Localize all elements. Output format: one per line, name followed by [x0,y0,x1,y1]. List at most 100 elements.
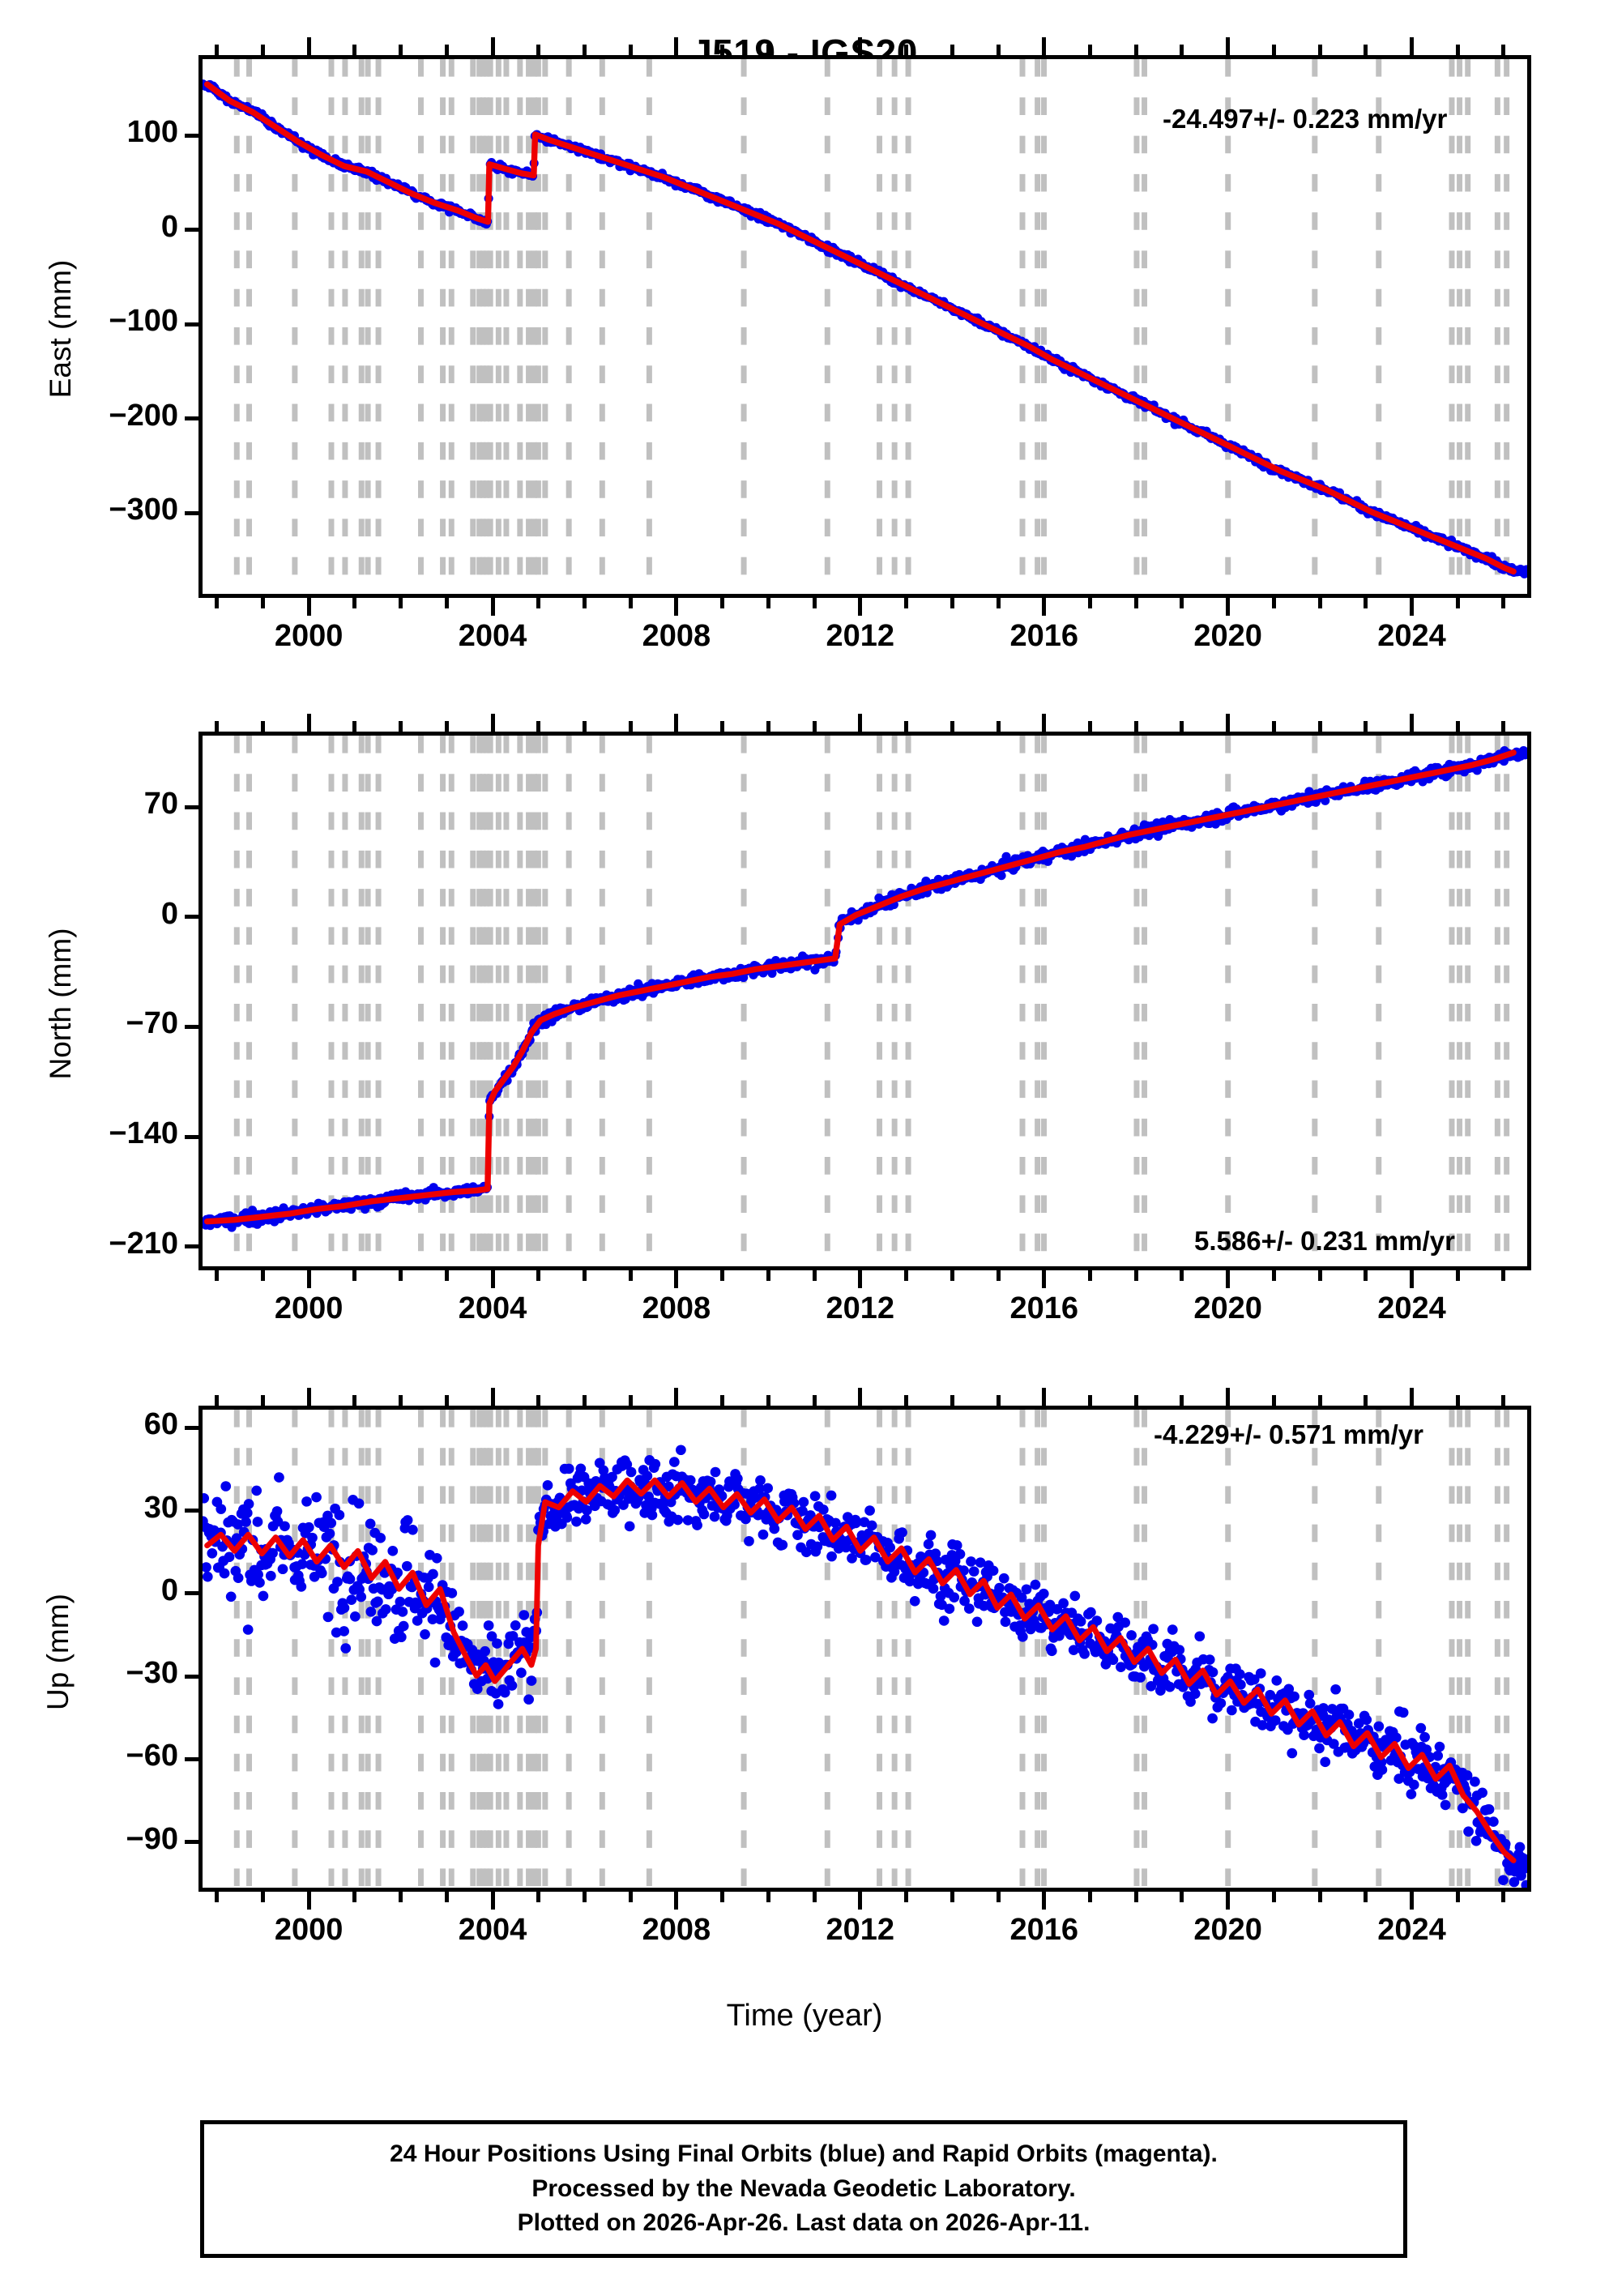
x-tick-top [260,721,265,732]
x-tick-top [904,1395,909,1406]
y-tick-mark [185,322,198,326]
y-tick-mark [185,1134,198,1139]
x-tick-top [950,1395,954,1406]
x-tick-top [1042,37,1047,55]
y-tick-mark [185,1425,198,1430]
x-tick-label: 2008 [642,1913,711,1947]
x-tick-label: 2020 [1193,1291,1262,1325]
x-tick-top [1180,1395,1184,1406]
north-rate-annotation: 5.586+/- 0.231 mm/yr [1194,1226,1455,1256]
x-tick-top [1455,1395,1460,1406]
x-tick-major [1042,598,1047,616]
x-tick-top [1410,37,1415,55]
x-tick-label: 2012 [826,1291,895,1325]
x-tick-minor [720,1892,725,1902]
x-tick-minor [1271,598,1276,608]
x-tick-top [674,714,679,732]
x-tick-top [1364,1395,1368,1406]
x-tick-top [1087,721,1092,732]
x-tick-minor [1364,598,1368,608]
x-tick-top [1271,1395,1276,1406]
x-tick-major [1226,598,1231,616]
x-tick-top [260,45,265,55]
east-plot-area [203,59,1527,594]
x-tick-top [812,721,817,732]
x-tick-top [1271,721,1276,732]
x-tick-major [858,1892,863,1910]
x-tick-minor [1133,1892,1138,1902]
x-tick-top [352,45,357,55]
x-tick-minor [1133,598,1138,608]
x-tick-major [1226,1892,1231,1910]
x-tick-top [352,1395,357,1406]
x-tick-top [1317,45,1322,55]
x-tick-top [1226,37,1231,55]
x-tick-minor [352,1270,357,1281]
x-tick-top [352,721,357,732]
x-tick-minor [1133,1270,1138,1281]
x-tick-minor [766,1892,770,1902]
x-tick-minor [444,598,449,608]
x-tick-top [444,721,449,732]
x-tick-major [1410,1892,1415,1910]
x-tick-minor [904,598,909,608]
x-tick-major [1042,1892,1047,1910]
x-tick-top [1133,721,1138,732]
y-tick-mark [185,1756,198,1761]
y-tick-mark [185,1024,198,1029]
x-tick-minor [215,1892,220,1902]
x-tick-major [674,1270,679,1288]
x-tick-top [628,45,633,55]
y-tick-label: −300 [109,493,178,527]
x-tick-minor [1364,1270,1368,1281]
y-tick-mark [185,1591,198,1596]
x-tick-minor [1271,1270,1276,1281]
x-tick-minor [950,1892,954,1902]
x-tick-top [1501,721,1506,732]
x-tick-top [812,45,817,55]
y-tick-mark [185,228,198,233]
x-tick-top [260,1395,265,1406]
x-tick-minor [1087,598,1092,608]
x-tick-top [996,1395,1001,1406]
x-tick-minor [444,1270,449,1281]
x-tick-minor [720,1270,725,1281]
y-tick-label: −70 [126,1006,178,1041]
x-tick-major [858,1270,863,1288]
x-tick-minor [536,1270,541,1281]
x-tick-top [399,45,403,55]
x-tick-label: 2020 [1193,1913,1262,1947]
y-tick-mark [185,1840,198,1845]
x-tick-label: 2024 [1377,1291,1446,1325]
x-tick-top [1133,1395,1138,1406]
x-tick-top [950,45,954,55]
x-tick-top [215,721,220,732]
x-tick-label: 2008 [642,1291,711,1325]
x-tick-label: 2004 [458,619,527,653]
x-tick-top [582,721,587,732]
x-tick-top [766,1395,770,1406]
x-tick-major [490,1270,495,1288]
x-tick-top [536,721,541,732]
x-tick-minor [720,598,725,608]
panel-east [198,55,1531,598]
x-tick-major [306,598,311,616]
x-tick-minor [1455,598,1460,608]
x-tick-label: 2016 [1009,1291,1078,1325]
panel-up [198,1406,1531,1892]
x-tick-top [444,1395,449,1406]
x-tick-major [306,1892,311,1910]
x-tick-top [674,37,679,55]
x-tick-label: 2000 [274,619,344,653]
caption-line-2: Processed by the Nevada Geodetic Laborat… [531,2174,1076,2202]
x-tick-minor [1180,1270,1184,1281]
x-tick-top [1317,1395,1322,1406]
y-tick-label: −210 [109,1226,178,1261]
x-tick-minor [1364,1892,1368,1902]
x-tick-minor [1501,1270,1506,1281]
x-tick-minor [1455,1270,1460,1281]
x-tick-top [950,721,954,732]
y-tick-label: 0 [160,1573,178,1607]
x-tick-minor [260,1270,265,1281]
x-tick-top [766,45,770,55]
